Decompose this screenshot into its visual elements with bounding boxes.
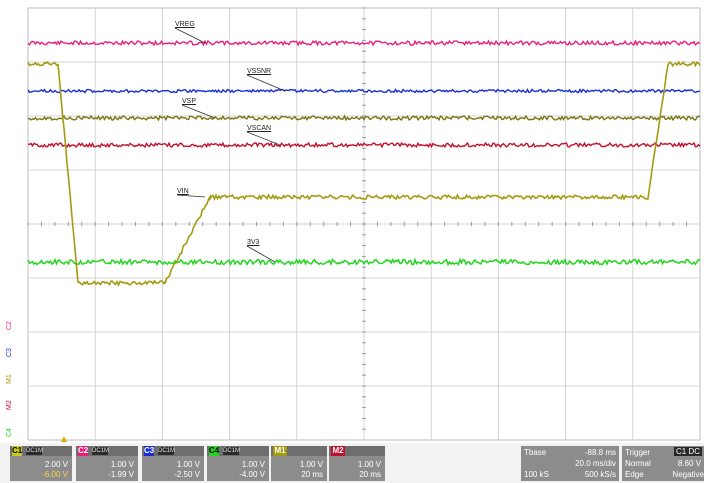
trace-vsp [27, 114, 701, 122]
trigger-source: C1 DC [673, 447, 702, 456]
channel-offset-m2: 20 ms [359, 470, 381, 479]
side-label-c2: C2 [6, 321, 13, 330]
waveform-display [27, 7, 701, 441]
channel-box-c4[interactable]: C4 DC1M 1.00 V -4.00 V [207, 446, 269, 481]
channel-box-m2[interactable]: M2 1.00 V 20 ms [329, 446, 385, 481]
trace-label-vin: VIN [177, 188, 189, 195]
trace-label-3v3: 3V3 [247, 239, 260, 246]
timebase-div: 20.0 ms/div [575, 459, 616, 468]
channel-offset-c1: -6.00 V [42, 470, 68, 479]
trace-label-vssnr: VSSNR [247, 68, 272, 75]
trigger-slope: Negative [672, 470, 704, 479]
trigger-level: 8.60 V [677, 459, 701, 468]
timebase-label: Tbase [524, 448, 547, 457]
side-label-c4: C4 [6, 428, 13, 437]
channel-scale-c2: 1.00 V [110, 460, 134, 469]
label-leader-line [246, 245, 276, 263]
channel-scale-c1: 2.00 V [44, 460, 68, 469]
trace-3v3 [27, 257, 701, 267]
side-label-m2: M2 [6, 400, 13, 410]
timebase-value: -88.8 ms [584, 448, 616, 457]
side-label-m1: M1 [6, 374, 13, 384]
channel-tag-c2: C2 [78, 446, 89, 456]
channel-offset-m1: 20 ms [301, 470, 323, 479]
waveform-traces [27, 27, 701, 287]
channel-offset-c2: -1.99 V [108, 470, 134, 479]
trigger-type: Edge [625, 470, 644, 479]
trace-vscan [27, 141, 701, 149]
trigger-box[interactable]: Trigger C1 DC Normal 8.60 V Edge Negativ… [622, 446, 704, 481]
channel-offset-c4: -4.00 V [239, 470, 265, 479]
channel-tag-c1: C1 [12, 446, 23, 456]
label-leader-line [246, 74, 286, 92]
channel-coupling-c1: DC1M [26, 447, 44, 455]
timebase-rate: 500 kS/s [584, 470, 616, 479]
trace-label-vreg: VREG [175, 21, 195, 28]
channel-coupling-c3: DC1M [158, 447, 176, 455]
channel-tag-c4: C4 [209, 446, 220, 456]
channel-box-m1[interactable]: M1 1.00 V 20 ms [271, 446, 327, 481]
timebase-samples: 100 kS [524, 470, 549, 479]
trace-vin [27, 60, 701, 287]
channel-offset-c3: -2.50 V [174, 470, 200, 479]
trace-vreg [27, 39, 701, 47]
trigger-label: Trigger [625, 448, 651, 457]
side-label-c3: C3 [6, 348, 13, 357]
label-leader-line [181, 104, 216, 119]
label-leader-line [246, 131, 281, 146]
label-leader-line [176, 194, 206, 198]
channel-scale-c4: 1.00 V [241, 460, 265, 469]
channel-tag-m2: M2 [331, 446, 345, 456]
trace-label-vscan: VSCAN [247, 125, 272, 132]
channel-scale-m1: 1.00 V [299, 460, 323, 469]
trigger-position-marker [61, 436, 67, 442]
channel-tag-c3: C3 [144, 446, 155, 456]
trigger-mode: Normal [625, 459, 651, 468]
trace-label-vsp: VSP [182, 98, 197, 105]
channel-tag-m1: M1 [273, 446, 287, 456]
trace-vssnr [27, 88, 701, 94]
channel-scale-m2: 1.00 V [357, 460, 381, 469]
channel-box-c3[interactable]: C3 DC1M 1.00 V -2.50 V [142, 446, 204, 481]
channel-box-c1[interactable]: C1 DC1M 2.00 V -6.00 V [10, 446, 72, 481]
channel-coupling-c2: DC1M [92, 447, 110, 455]
graticule-grid [27, 7, 701, 441]
label-leader-line [174, 27, 206, 44]
channel-coupling-c4: DC1M [223, 447, 241, 455]
timebase-box[interactable]: Tbase -88.8 ms 20.0 ms/div 100 kS 500 kS… [521, 446, 619, 481]
channel-box-c2[interactable]: C2 DC1M 1.00 V -1.99 V [76, 446, 138, 481]
channel-scale-c3: 1.00 V [176, 460, 200, 469]
